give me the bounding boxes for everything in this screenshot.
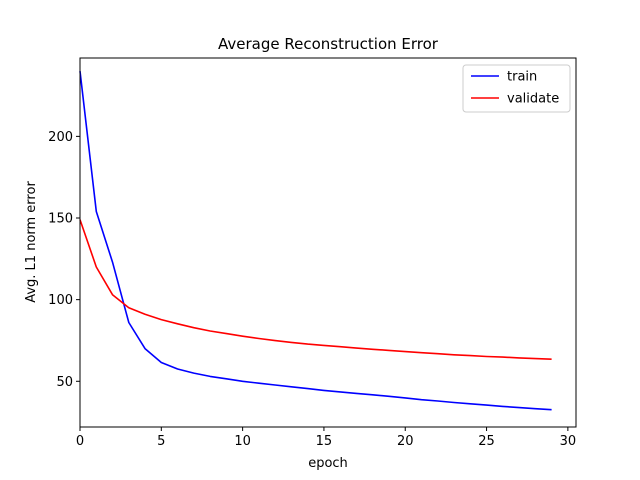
x-tick-label: 0: [76, 434, 84, 449]
y-tick-label: 150: [48, 212, 73, 227]
y-tick-label: 100: [48, 293, 73, 308]
y-tick-label: 50: [56, 375, 73, 390]
y-tick-label: 200: [48, 130, 73, 145]
series-line-validate: [79, 219, 552, 360]
axes-frame: [79, 57, 577, 428]
legend: train validate: [462, 64, 571, 113]
y-axis-label: Avg. L1 norm error: [24, 181, 39, 303]
legend-label-train: train: [507, 70, 537, 85]
legend-label-validate: validate: [507, 92, 559, 107]
series-line-train: [79, 71, 552, 411]
x-axis-label: epoch: [308, 456, 348, 471]
x-tick-label: 10: [234, 434, 251, 449]
x-tick-label: 30: [560, 434, 577, 449]
series-layer: [79, 71, 552, 411]
x-tick-label: 5: [157, 434, 165, 449]
chart-title: Average Reconstruction Error: [218, 35, 439, 53]
y-axis: 50 100 150 200: [48, 130, 80, 390]
x-tick-label: 25: [478, 434, 495, 449]
x-tick-label: 15: [316, 434, 333, 449]
x-tick-label: 20: [397, 434, 414, 449]
x-axis: 0 5 10 15 20 25 30: [76, 427, 576, 449]
